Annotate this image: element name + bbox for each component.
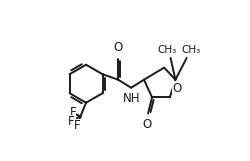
Text: O: O	[172, 82, 181, 95]
Text: F: F	[67, 115, 74, 128]
Text: O: O	[142, 118, 151, 131]
Text: O: O	[113, 41, 122, 54]
Text: NH: NH	[122, 92, 139, 105]
Text: CH₃: CH₃	[156, 45, 176, 55]
Text: F: F	[69, 106, 76, 119]
Text: CH₃: CH₃	[180, 45, 200, 55]
Text: F: F	[74, 119, 80, 132]
